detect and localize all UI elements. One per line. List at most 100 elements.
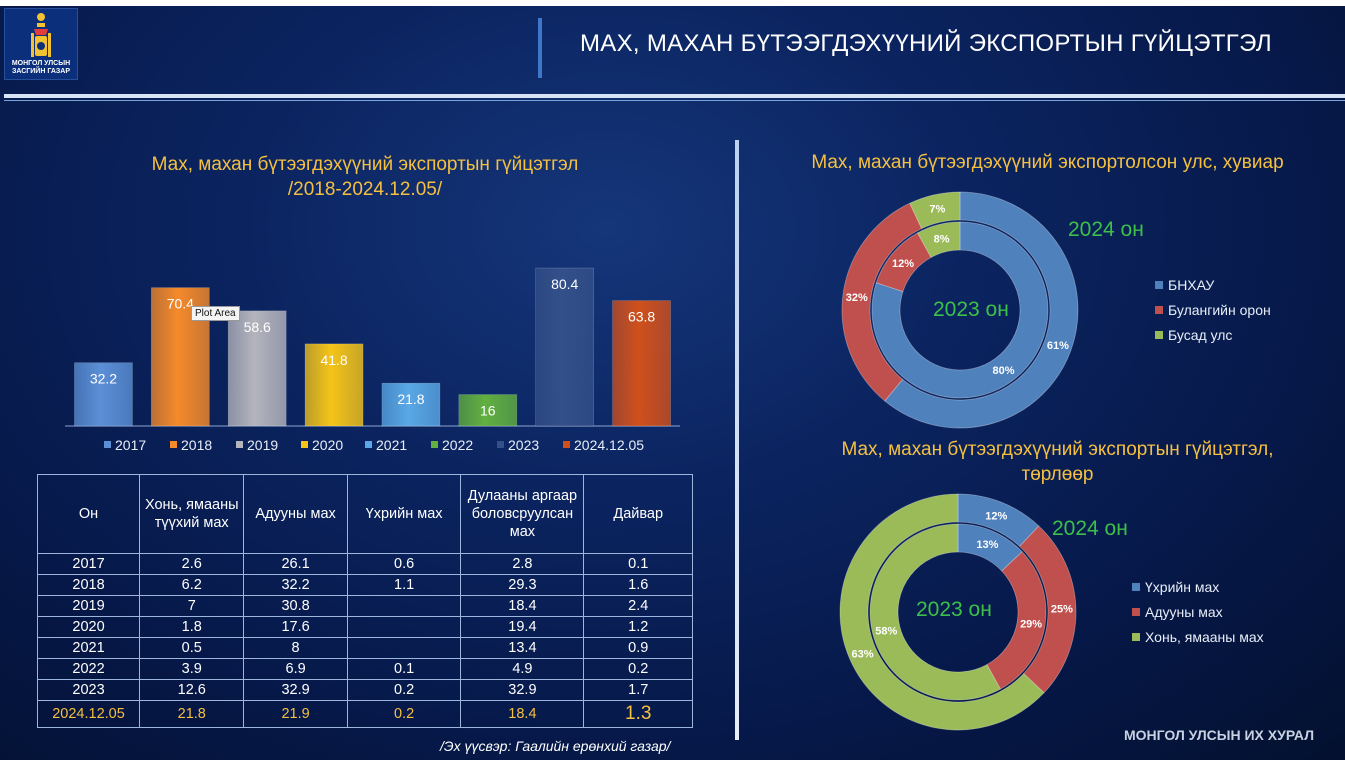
donut-country-title: Мах, махан бүтээгдэхүүний экспортолсон у… bbox=[811, 152, 1284, 173]
legend-swatch-2019 bbox=[236, 441, 243, 448]
bar-2023 bbox=[535, 267, 594, 427]
table-row: 2022 3.9 6.9 0.1 4.9 0.2 bbox=[36, 658, 693, 680]
legend-label-2017: 2017 bbox=[115, 437, 146, 453]
source-note: /Эх үүсвэр: Гаалийн ерөнхий газар/ bbox=[440, 738, 671, 754]
table-cell: 0.1 bbox=[346, 658, 462, 680]
bar-value-label: 80.4 bbox=[551, 276, 578, 292]
table-cell bbox=[346, 616, 462, 638]
legend-label: Бусад улс bbox=[1168, 327, 1233, 343]
soyombo-emblem-icon bbox=[31, 13, 51, 57]
donut-inner-label-2: 58% bbox=[875, 625, 897, 637]
bar-chart-title: Мах, махан бүтээгдэхүүний экспортын гүйц… bbox=[151, 154, 579, 200]
legend-label-2018: 2018 bbox=[181, 437, 212, 453]
footer-text: МОНГОЛ УЛСЫН ИХ ХУРАЛ bbox=[1124, 727, 1315, 743]
table-header-cell: Үхрийн мах bbox=[346, 474, 462, 554]
table-cell: 0.2 bbox=[583, 658, 693, 680]
table-row: 2018 6.2 32.2 1.1 29.3 1.6 bbox=[36, 574, 693, 596]
donut-inner-slice-1 bbox=[986, 551, 1047, 690]
table-header-cell: Хонь, ямааны түүхий мах bbox=[139, 474, 245, 554]
export-data-table: Он Хонь, ямааны түүхий мах Адууны мах Үхрий… bbox=[36, 474, 693, 728]
table-cell: 13.4 bbox=[460, 637, 585, 659]
table-cell: 19.4 bbox=[460, 616, 585, 638]
legend-swatch-2020 bbox=[301, 441, 308, 448]
donut-outer-label-1: 25% bbox=[1051, 604, 1073, 616]
table-cell: 30.8 bbox=[243, 595, 348, 617]
legend-swatch-2018 bbox=[170, 441, 177, 448]
legend-item-2: Хонь, ямааны мах bbox=[1132, 629, 1264, 645]
donut-inner-label-0: 80% bbox=[992, 365, 1014, 377]
table-header-cell: Адууны мах bbox=[243, 474, 348, 554]
table-cell: 2017 bbox=[36, 553, 141, 575]
donut-inner-label-2: 8% bbox=[934, 233, 950, 245]
donut-outer-slice-2 bbox=[909, 191, 961, 230]
bar-2021 bbox=[381, 382, 441, 427]
header-divider bbox=[538, 18, 542, 78]
header-rule bbox=[4, 94, 1345, 98]
donut-outer-slice-1 bbox=[1019, 525, 1077, 694]
bar-value-label: 70.4 bbox=[167, 296, 194, 312]
vertical-divider bbox=[735, 140, 739, 740]
table-cell: 0.1 bbox=[583, 553, 693, 575]
legend-label-2021: 2021 bbox=[376, 437, 407, 453]
legend-label: Хонь, ямааны мах bbox=[1145, 629, 1264, 645]
donut-inner-label-0: 13% bbox=[976, 539, 998, 551]
table-cell: 6.9 bbox=[243, 658, 348, 680]
table-row: 2023 12.6 32.9 0.2 32.9 1.7 bbox=[36, 679, 693, 701]
table-row: 2021 0.5 8 13.4 0.9 bbox=[36, 637, 693, 659]
table-cell bbox=[346, 595, 462, 617]
table-cell: 2018 bbox=[36, 574, 141, 596]
legend-label-2019: 2019 bbox=[247, 437, 278, 453]
table-cell: 2.6 bbox=[139, 553, 245, 575]
table-cell: 1.3 bbox=[583, 700, 693, 728]
legend-label: Үхрийн мах bbox=[1145, 579, 1220, 595]
table-cell: 2.8 bbox=[460, 553, 585, 575]
donut-type-outer-label: 2024 он bbox=[1052, 517, 1128, 540]
legend-label-2023: 2023 bbox=[508, 437, 539, 453]
table-cell: 21.8 bbox=[139, 700, 245, 728]
table-row: 2024.12.05 21.8 21.9 0.2 18.4 1.3 bbox=[36, 700, 693, 728]
table-cell: 2020 bbox=[36, 616, 141, 638]
table-cell: 29.3 bbox=[460, 574, 585, 596]
legend-label-2022: 2022 bbox=[442, 437, 473, 453]
donut-inner-slice-0 bbox=[957, 523, 1023, 572]
table-cell: 2.4 bbox=[583, 595, 693, 617]
table-cell: 2022 bbox=[36, 658, 141, 680]
legend-swatch-2021 bbox=[365, 441, 372, 448]
table-cell: 18.4 bbox=[460, 700, 585, 728]
legend-item-1: Адууны мах bbox=[1132, 604, 1223, 620]
table-cell: 18.4 bbox=[460, 595, 585, 617]
table-cell: 21.9 bbox=[243, 700, 348, 728]
table-cell bbox=[346, 637, 462, 659]
legend-swatch-2017 bbox=[104, 441, 111, 448]
table-cell: 3.9 bbox=[139, 658, 245, 680]
bar-chart: 32.2 70.4 58.6 41.8 21.8 16 80.4 63.8 2017 2018 20… bbox=[65, 267, 680, 453]
legend-label: Адууны мах bbox=[1145, 604, 1223, 620]
legend-item-2: Бусад улс bbox=[1155, 327, 1232, 343]
donut-outer-slice-2 bbox=[839, 493, 1045, 731]
legend-swatch-2024.12.05 bbox=[563, 441, 570, 448]
table-cell: 1.8 bbox=[139, 616, 245, 638]
table-cell: 0.5 bbox=[139, 637, 245, 659]
table-cell: 0.2 bbox=[346, 679, 462, 701]
legend-item-0: Үхрийн мах bbox=[1132, 579, 1219, 595]
bar-value-label: 41.8 bbox=[320, 352, 347, 368]
legend-label: БНХАУ bbox=[1168, 277, 1215, 293]
top-border bbox=[0, 0, 1345, 6]
table-header-cell: Дулааны аргаар боловсруулсан мах bbox=[460, 474, 585, 554]
table-row: 2017 2.6 26.1 0.6 2.8 0.1 bbox=[36, 553, 693, 575]
logo-caption: МОНГОЛ УЛСЫН ЗАСГИЙН ГАЗАР bbox=[11, 60, 71, 75]
table-cell: 0.6 bbox=[346, 553, 462, 575]
table-cell: 2024.12.05 bbox=[36, 700, 141, 728]
legend-label: Булангийн орон bbox=[1168, 302, 1271, 318]
donut-type-inner-label: 2023 он bbox=[916, 598, 992, 621]
donut-country-inner-label: 2023 он bbox=[933, 298, 1009, 321]
legend-swatch bbox=[1155, 281, 1163, 289]
legend-item-1: Булангийн орон bbox=[1155, 302, 1271, 318]
donut-chart-type: 12% 25% 63% 13% 29% 58% bbox=[839, 493, 1077, 731]
table-cell: 2019 bbox=[36, 595, 141, 617]
legend-swatch bbox=[1132, 608, 1140, 616]
bar-value-label: 32.2 bbox=[90, 371, 117, 387]
bar-2022 bbox=[458, 394, 518, 427]
legend-item-0: БНХАУ bbox=[1155, 277, 1214, 293]
donut-outer-label-0: 12% bbox=[985, 510, 1007, 522]
